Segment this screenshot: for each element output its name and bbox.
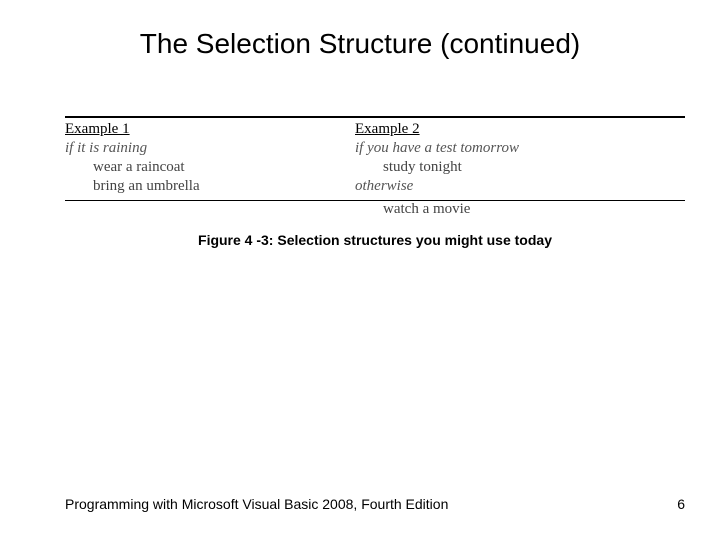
example-2-stmt-1: study tonight	[383, 159, 685, 176]
example-2-stmt-2: watch a movie	[383, 201, 685, 218]
example-2: Example 2 if you have a test tomorrow st…	[355, 121, 685, 197]
example-1-label: Example 1	[65, 121, 355, 138]
footer: Programming with Microsoft Visual Basic …	[65, 496, 685, 512]
footer-book-title: Programming with Microsoft Visual Basic …	[65, 496, 448, 512]
figure-top-rule	[65, 116, 685, 118]
page-title: The Selection Structure (continued)	[0, 0, 720, 60]
example-2-otherwise: otherwise	[355, 178, 685, 195]
examples-row: Example 1 if it is raining wear a rainco…	[65, 121, 685, 197]
example-1: Example 1 if it is raining wear a rainco…	[65, 121, 355, 197]
example-2-label: Example 2	[355, 121, 685, 138]
figure-caption: Figure 4 -3: Selection structures you mi…	[65, 232, 685, 248]
example-1-stmt-2: bring an umbrella	[93, 178, 355, 195]
example-2-condition: if you have a test tomorrow	[355, 140, 685, 157]
example-1-stmt-1: wear a raincoat	[93, 159, 355, 176]
footer-page-number: 6	[677, 496, 685, 512]
figure-box: Example 1 if it is raining wear a rainco…	[65, 116, 685, 248]
example-1-condition: if it is raining	[65, 140, 355, 157]
example-2-below: watch a movie	[355, 201, 685, 218]
